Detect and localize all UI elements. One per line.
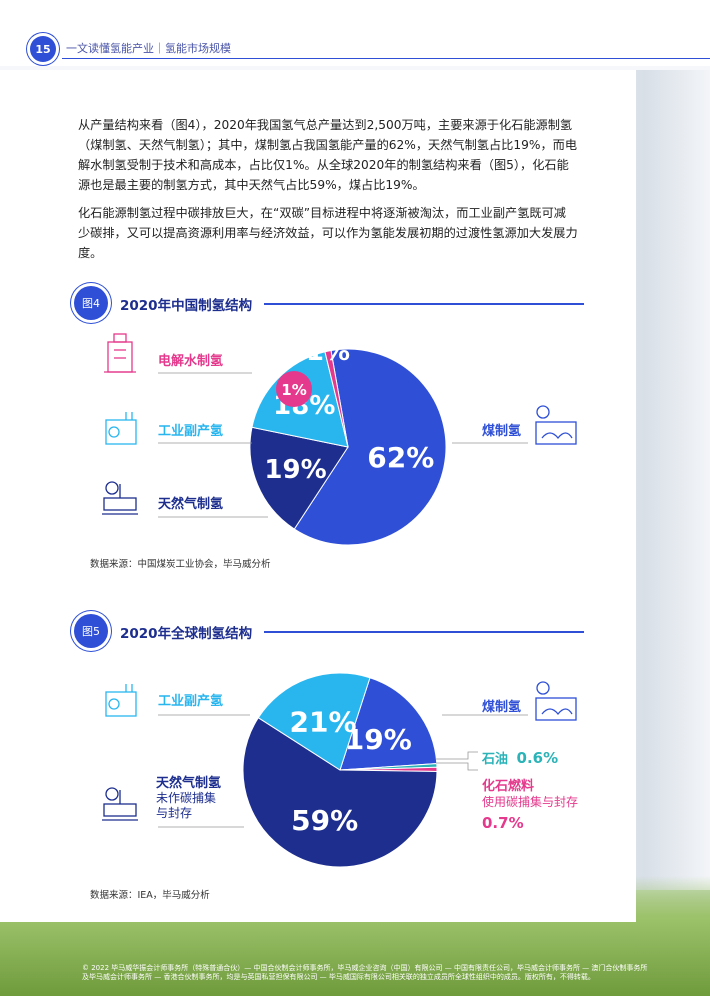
industrial-label: 工业副产氢 <box>158 424 224 439</box>
figure5-pie: 19% 59% 21% <box>242 672 438 868</box>
coal-label: 煤制氢 <box>482 700 522 715</box>
coal-icon <box>535 405 577 445</box>
page-header: 15 一文读懂氢能产业｜氢能市场规模 <box>0 0 710 66</box>
figure4-title-line <box>264 303 584 305</box>
oil-leader <box>436 751 478 760</box>
natural-gas-label: 天然气制氢 <box>158 497 224 512</box>
pie-slice <box>249 426 349 530</box>
figure5-chart: 19% 59% 21% <box>102 672 577 868</box>
oil-label: 石油 0.6% <box>482 748 558 767</box>
figure5-source: 数据来源：IEA，毕马威分析 <box>90 890 210 901</box>
figure4-source: 数据来源：中国煤炭工业协会，毕马威分析 <box>90 559 271 570</box>
pie-slice <box>242 717 438 868</box>
pie-value-label: 59% <box>291 804 358 837</box>
figure4-header: 图4 2020年中国制氢结构 <box>74 286 594 320</box>
figure4-badge: 图4 <box>74 286 108 320</box>
pie-value-label: 1% <box>281 381 306 399</box>
figure4-title: 2020年中国制氢结构 <box>120 298 253 314</box>
figure4-chart: 62%19%18%1%1% <box>102 333 577 546</box>
pie-value-label: 62% <box>367 441 434 474</box>
pie-slice-callout <box>276 371 312 407</box>
industrial-label: 工业副产氢 <box>158 694 224 709</box>
oil-name: 石油 <box>482 752 509 767</box>
pie-value-label: 19% <box>264 455 326 485</box>
paragraph-1: 从产量结构来看（图4），2020年我国氢气总产量达到2,500万吨，主要来源于化… <box>78 118 578 192</box>
header-divider <box>62 58 710 59</box>
oil-value: 0.6% <box>516 749 559 767</box>
figure4-pie: 62%19%18%1%1% <box>249 337 447 546</box>
natural-gas-icon <box>102 481 138 515</box>
industrial-icon <box>105 684 137 717</box>
paragraph-2: 化石能源制氢过程中碳排放巨大，在“双碳”目标进程中将逐渐被淘汰，而工业副产氢既可… <box>78 206 578 260</box>
pie-value-label: 21% <box>289 706 356 739</box>
natural-gas-icon <box>102 787 138 821</box>
pie-slice <box>293 348 447 546</box>
industrial-icon <box>105 412 137 445</box>
figure5-title: 2020年全球制氢结构 <box>120 626 253 642</box>
pie-slice <box>324 349 349 448</box>
header-title: 一文读懂氢能产业｜氢能市场规模 <box>66 42 231 55</box>
electrolysis-label: 电解水制氢 <box>158 354 224 369</box>
pie-slice <box>257 672 371 771</box>
fossil-ccs-value: 0.7% <box>482 814 524 832</box>
coal-icon <box>535 681 577 721</box>
pie-value-label: 1% <box>306 337 350 367</box>
page-number: 15 <box>30 36 56 62</box>
pie-slice <box>339 677 438 771</box>
coal-label: 煤制氢 <box>482 424 522 439</box>
natural-gas-sublabel-2: 与封存 <box>156 806 193 820</box>
pie-value-label: 19% <box>345 723 412 756</box>
figure5-title-line <box>264 631 584 633</box>
fossil-ccs-label: 化石燃料 <box>482 779 535 794</box>
natural-gas-sublabel-1: 未作碳捕集 <box>156 791 217 805</box>
footer-copyright: © 2022 毕马威华振会计师事务所（特殊普通合伙）— 中国合伙制会计师事务所，… <box>82 964 648 981</box>
electrolysis-icon <box>104 333 136 373</box>
figure5-badge: 图5 <box>74 614 108 648</box>
natural-gas-label: 天然气制氢 <box>156 776 222 791</box>
figure5-header: 图5 2020年全球制氢结构 <box>74 614 594 648</box>
fossil-ccs-leader <box>436 762 478 771</box>
fossil-ccs-sublabel: 使用碳捕集与封存 <box>482 795 579 809</box>
